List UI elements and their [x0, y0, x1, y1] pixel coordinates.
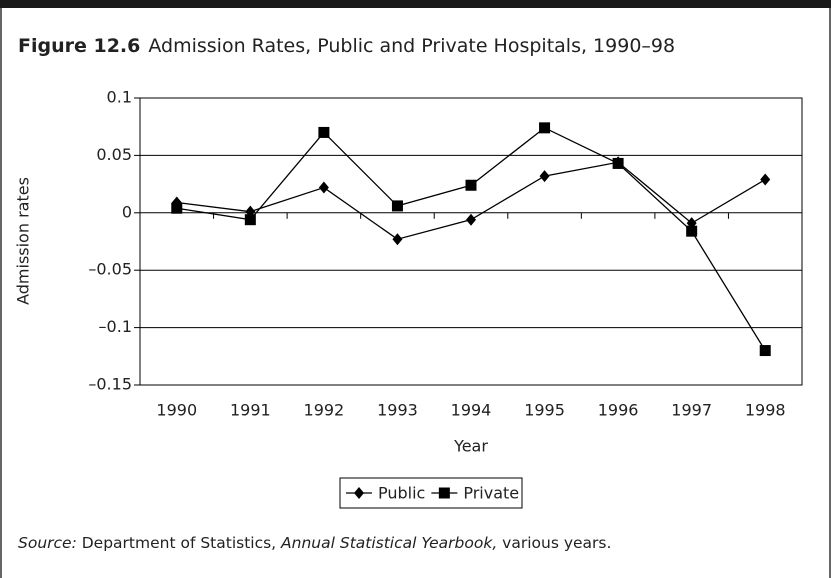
- y-tick-label: 0.05: [96, 145, 132, 164]
- y-tick-label: 0.1: [107, 88, 132, 107]
- data-point: [244, 214, 256, 226]
- x-tick-label: 1991: [230, 401, 271, 420]
- x-tick-label: 1996: [598, 401, 639, 420]
- data-point: [391, 200, 403, 212]
- x-tick-label: 1992: [304, 401, 345, 420]
- chart-title: Admission Rates, Public and Private Hosp…: [148, 35, 675, 57]
- source-note: Source: Department of Statistics, Annual…: [18, 534, 611, 552]
- data-point: [759, 345, 771, 357]
- figure-label: Figure 12.6: [18, 35, 140, 57]
- data-point: [466, 213, 476, 226]
- source-text: Department of Statistics,: [77, 534, 281, 552]
- data-point: [392, 233, 403, 246]
- legend-label: Private: [463, 484, 519, 503]
- top-bar: [0, 0, 831, 8]
- x-tick-label: 1997: [671, 401, 712, 420]
- x-tick-label: 1998: [745, 401, 786, 420]
- x-tick-label: 1990: [156, 401, 197, 420]
- y-tick-label: –0.05: [88, 260, 132, 279]
- x-tick-label: 1995: [524, 401, 565, 420]
- data-point: [612, 157, 624, 169]
- series-line: [176, 161, 766, 240]
- y-axis-label: Admission rates: [14, 177, 33, 305]
- data-point: [318, 181, 329, 194]
- legend-marker: [354, 487, 364, 499]
- series-line: [176, 127, 766, 351]
- source-text: various years.: [497, 534, 611, 552]
- legend-marker: [438, 487, 450, 499]
- data-point: [465, 179, 477, 191]
- source-title: Annual Statistical Yearbook,: [280, 534, 497, 552]
- x-tick-label: 1994: [451, 401, 492, 420]
- data-point: [539, 122, 551, 134]
- data-point: [171, 202, 183, 214]
- figure-heading: Figure 12.6 Admission Rates, Public and P…: [18, 35, 675, 57]
- y-tick-label: –0.15: [88, 375, 132, 394]
- data-point: [686, 225, 698, 237]
- x-axis-label: Year: [453, 437, 488, 456]
- y-tick-label: –0.1: [99, 317, 132, 336]
- source-label: Source:: [18, 534, 77, 552]
- data-point: [760, 173, 771, 186]
- plot-frame: [139, 97, 803, 386]
- data-point: [318, 126, 330, 138]
- legend-label: Public: [378, 484, 425, 503]
- y-tick-label: 0: [122, 202, 132, 221]
- data-point: [539, 170, 550, 183]
- x-tick-label: 1993: [377, 401, 418, 420]
